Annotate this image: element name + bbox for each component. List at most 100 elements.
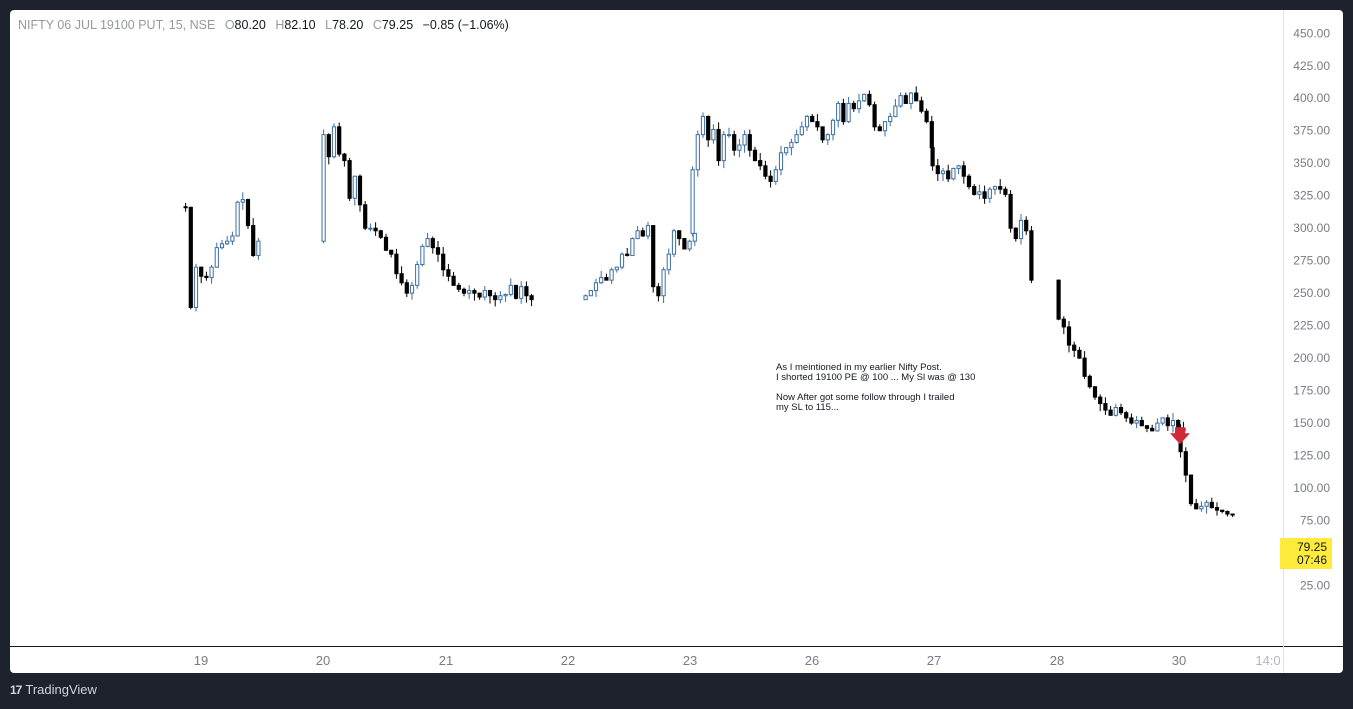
candle-body — [726, 134, 732, 137]
candle-body — [513, 284, 519, 299]
candle-body — [461, 288, 467, 294]
change-value: −0.85 (−1.06%) — [422, 18, 509, 32]
candle-body — [716, 128, 721, 162]
candle-body — [409, 284, 415, 294]
candle-body — [893, 105, 898, 117]
chart-canvas[interactable]: 475.00450.00425.00400.00375.00350.00325.… — [10, 10, 1343, 673]
x-tick-label: 21 — [439, 653, 453, 668]
candle-body — [451, 275, 456, 286]
y-tick-label: 425.00 — [1293, 59, 1330, 73]
candle-body — [763, 165, 768, 177]
y-tick-label: 450.00 — [1293, 26, 1330, 40]
candle-body — [425, 238, 430, 247]
candle-body — [1092, 386, 1098, 398]
candle-body — [219, 243, 225, 249]
candle-body — [695, 134, 700, 171]
candle-body — [331, 126, 337, 158]
candle-body — [867, 93, 872, 106]
brand-name: TradingView — [25, 682, 97, 697]
candle-body — [1150, 427, 1155, 432]
candle-body — [230, 235, 235, 242]
candle-body — [456, 284, 461, 290]
low-label: L — [325, 18, 333, 32]
candle-body — [1139, 419, 1144, 427]
y-tick-label: 100.00 — [1293, 481, 1330, 495]
candle-body — [930, 147, 935, 167]
candle-body — [666, 253, 671, 271]
candle-body — [903, 95, 908, 104]
open-label: O — [224, 18, 235, 32]
chart-panel[interactable]: 475.00450.00425.00400.00375.00350.00325.… — [10, 10, 1343, 673]
candle-body — [972, 186, 977, 195]
candle-body — [1061, 318, 1066, 328]
candle-body — [888, 115, 893, 123]
candle-body — [508, 284, 513, 295]
candle-body — [614, 266, 619, 271]
candle-body — [1118, 406, 1124, 414]
candle-body — [1134, 419, 1139, 424]
candle-body — [773, 169, 778, 182]
candle-body — [841, 102, 846, 123]
close-label: C — [372, 18, 382, 32]
candle-body — [851, 102, 856, 110]
candle-body — [656, 286, 661, 297]
candle-body — [472, 290, 477, 294]
candle-body — [378, 230, 383, 238]
candle-body — [373, 227, 378, 232]
tradingview-brand[interactable]: 17 TradingView — [10, 682, 97, 697]
candle-body — [682, 238, 687, 250]
candle-body — [593, 282, 599, 292]
candle-body — [482, 290, 487, 298]
candle-body — [872, 104, 877, 128]
candle-body — [987, 188, 992, 199]
candle-body — [183, 206, 188, 209]
symbol-name[interactable]: NIFTY 06 JUL 19100 PUT, 15, NSE — [18, 18, 216, 32]
x-tick-label: 26 — [805, 653, 819, 668]
candle-body — [794, 134, 799, 143]
candle-body — [441, 253, 446, 271]
candle-body — [1056, 279, 1061, 320]
candle-body — [661, 269, 666, 297]
candle-body — [256, 240, 261, 256]
y-tick-label: 25.00 — [1300, 579, 1330, 593]
candle-body — [1183, 451, 1188, 476]
candle-body — [1077, 349, 1082, 359]
candle-body — [630, 238, 635, 256]
candle-body — [635, 230, 640, 240]
candle-body — [1082, 357, 1087, 377]
candle-body — [1176, 419, 1181, 429]
candle-body — [1199, 505, 1204, 510]
y-tick-label: 225.00 — [1293, 319, 1330, 333]
candle-body — [519, 286, 524, 299]
candle-body — [321, 134, 326, 242]
candle-body — [399, 273, 404, 284]
candle-body — [935, 165, 940, 175]
candle-body — [415, 264, 420, 286]
candle-body — [877, 126, 882, 132]
text-annotation[interactable]: As I meintioned in my earlier Nifty Post… — [776, 362, 976, 413]
candle-body — [235, 201, 240, 237]
candle-body — [700, 115, 706, 136]
candle-body — [524, 286, 529, 297]
x-tick-label: 22 — [561, 653, 575, 668]
candle-body — [430, 238, 435, 249]
candle-body — [1008, 193, 1013, 229]
open-value: 80.20 — [234, 18, 266, 32]
x-tick-label: 30 — [1172, 653, 1186, 668]
x-tick-label: 19 — [194, 653, 208, 668]
candle-body — [956, 165, 961, 169]
candle-body — [951, 167, 956, 180]
candle-body — [677, 230, 682, 240]
y-tick-label: 275.00 — [1293, 254, 1330, 268]
candle-body — [337, 126, 342, 155]
candle-body — [493, 295, 498, 301]
candle-body — [977, 191, 982, 195]
x-tick-label: 14:0 — [1255, 653, 1280, 668]
candle-body — [599, 277, 604, 284]
y-tick-label: 350.00 — [1293, 156, 1330, 170]
y-tick-label: 200.00 — [1293, 351, 1330, 365]
y-tick-label: 75.00 — [1300, 514, 1330, 528]
candle-body — [784, 147, 789, 154]
x-tick-label: 23 — [683, 653, 697, 668]
candle-body — [498, 295, 503, 301]
